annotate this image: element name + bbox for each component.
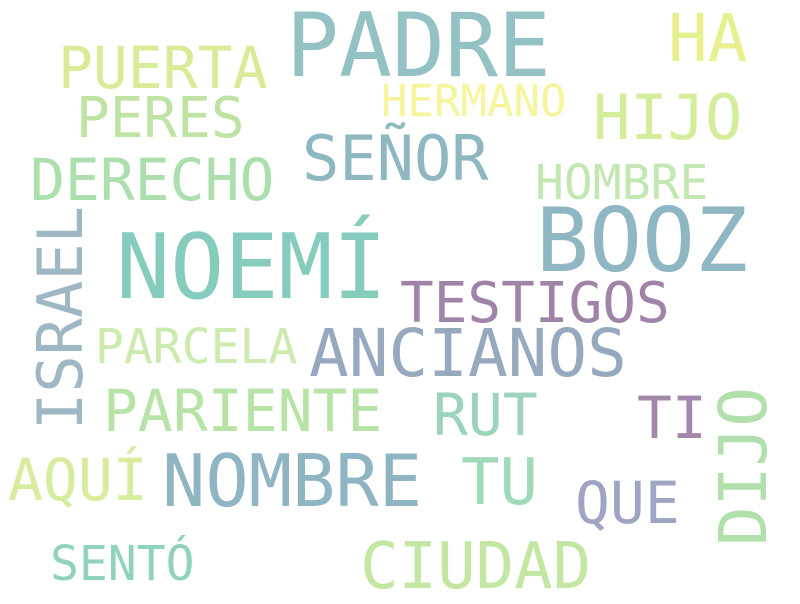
word-dijo: DIJO (705, 387, 782, 546)
word-sento: SENTÓ (50, 536, 195, 592)
word-ancianos: ANCIANOS (309, 315, 627, 392)
word-noemi: NOEMÍ (116, 215, 387, 320)
word-parcela: PARCELA (95, 319, 298, 375)
word-rut: RUT (433, 381, 538, 449)
word-testigos: TESTIGOS (400, 271, 670, 336)
word-senor: SEÑOR (302, 122, 489, 195)
word-aqui: AQUÍ (8, 446, 148, 514)
word-ciudad: CIUDAD (360, 530, 592, 604)
word-hijo: HIJO (593, 81, 743, 154)
word-hombre: HOMBRE (535, 155, 709, 211)
word-derecho: DERECHO (30, 146, 275, 214)
word-ti: TI (637, 384, 707, 452)
word-ha: HA (668, 0, 748, 77)
word-booz: BOOZ (536, 189, 748, 292)
word-que: QUE (575, 469, 680, 537)
word-puerta: PUERTA (58, 34, 268, 102)
word-nombre: NOMBRE (162, 439, 423, 523)
word-tu: TU (461, 446, 539, 520)
word-padre: PADRE (286, 0, 551, 97)
word-pariente: PARIENTE (103, 377, 383, 445)
word-hermano: HERMANO (381, 76, 567, 127)
word-israel: ISRAEL (24, 206, 97, 430)
word-peres: PERES (76, 86, 245, 151)
